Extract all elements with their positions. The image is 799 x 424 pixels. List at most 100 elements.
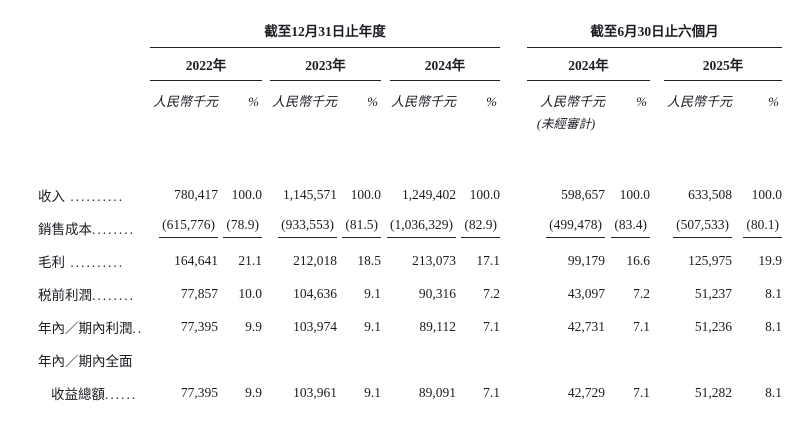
- empty-cell: [650, 110, 732, 132]
- unaudited-note-row: (未經審計): [38, 110, 782, 132]
- amount-value-cell: 633,508: [688, 186, 732, 202]
- amount-value-cell: 164,641: [174, 252, 218, 268]
- percent-value-cell: [605, 343, 650, 376]
- empty-cell: [605, 110, 650, 132]
- group-header-row: 截至12月31日止年度 截至6月30日止六個月: [38, 14, 782, 48]
- amount-value-cell: 1,145,571: [283, 186, 337, 202]
- table-row: 年內／期內利潤.. 77,395 9.9 103,974 9.1 89,112 7.1 42,…: [38, 310, 782, 343]
- amount-value-cell: 77,395: [180, 384, 218, 400]
- year-header-row: 2022年 2023年 2024年 2024年 2025年: [38, 48, 782, 81]
- amount-value-cell: [150, 343, 218, 376]
- table-row: 毛利 .......... 164,641 21.1 212,018 18.5 213,0…: [38, 244, 782, 277]
- year-header: 2024年: [381, 48, 500, 81]
- table-row: 銷售成本........ (615,776) (78.9) (933,553) (81.…: [38, 211, 782, 244]
- amount-value-cell: [527, 343, 605, 376]
- percent-subheader: %: [768, 94, 779, 109]
- financial-summary-table: 截至12月31日止年度 截至6月30日止六個月 2022年 2023年 2024年 202…: [38, 14, 782, 409]
- underlined-value: (82.9): [461, 217, 500, 238]
- amount-value-cell: 125,975: [688, 252, 732, 268]
- group-gap-cell: [500, 110, 527, 132]
- percent-value-cell: (78.9): [218, 211, 262, 244]
- percent-value-cell: (83.4): [605, 211, 650, 244]
- period-group-header: 截至6月30日止六個月: [527, 14, 782, 48]
- percent-value-cell: [337, 343, 381, 376]
- currency-subheader: 人民幣千元: [152, 94, 218, 109]
- group-gap-cell: [500, 14, 527, 48]
- percent-value-cell: 21.1: [238, 252, 262, 268]
- empty-cell: [381, 110, 456, 132]
- percent-value-cell: 7.2: [633, 285, 650, 301]
- row-label-text: 税前利潤: [38, 287, 92, 303]
- corner-cell: [38, 14, 150, 48]
- year-header: 2025年: [650, 48, 782, 81]
- percent-value-cell: 8.1: [765, 318, 782, 334]
- amount-value-cell: 77,395: [180, 318, 218, 334]
- row-label: 收益總額......: [38, 376, 150, 409]
- corner-cell: [38, 110, 150, 132]
- row-label-text: 年內／期內利潤: [38, 320, 133, 336]
- subheader-row: 人民幣千元% 人民幣千元% 人民幣千元% 人民幣千元% 人民幣千元%: [38, 81, 782, 110]
- dot-leader: ......: [105, 386, 138, 402]
- underlined-value: (78.9): [223, 217, 262, 238]
- amount-value-cell: 89,091: [418, 384, 456, 400]
- amount-value-cell: [381, 343, 456, 376]
- underlined-value: (499,478): [546, 217, 605, 238]
- amount-value-cell: 103,961: [293, 384, 337, 400]
- amount-value-cell: (615,776): [150, 211, 218, 244]
- row-label-text: 收益總額: [51, 386, 105, 402]
- period-group-header: 截至12月31日止年度: [150, 14, 500, 48]
- amount-value-cell: 103,974: [293, 318, 337, 334]
- empty-cell: [337, 110, 381, 132]
- group-gap-cell: [500, 211, 527, 244]
- percent-value-cell: 19.9: [758, 252, 782, 268]
- amount-value-cell: 212,018: [293, 252, 337, 268]
- year-header: 2024年: [527, 48, 650, 81]
- table-body: 截至12月31日止年度 截至6月30日止六個月 2022年 2023年 2024年 202…: [38, 14, 782, 409]
- group-gap-cell: [500, 48, 527, 81]
- year-header: 2022年: [150, 48, 262, 81]
- row-label-text: 年內／期內全面: [38, 353, 133, 369]
- percent-value-cell: [732, 343, 782, 376]
- amount-value-cell: 104,636: [293, 285, 337, 301]
- amount-value-cell: 89,112: [419, 318, 456, 334]
- unaudited-note: (未經審計): [536, 117, 596, 131]
- percent-value-cell: 17.1: [476, 252, 500, 268]
- amount-value-cell: 43,097: [567, 285, 605, 301]
- underlined-value: (1,036,329): [387, 217, 456, 238]
- row-label: 年內／期內利潤..: [38, 310, 150, 343]
- dot-leader: ........: [92, 287, 135, 303]
- percent-value-cell: 7.1: [633, 384, 650, 400]
- group-gap-cell: [500, 376, 527, 409]
- dot-leader: ..........: [65, 188, 125, 204]
- percent-value-cell: (81.5): [337, 211, 381, 244]
- amount-value-cell: 598,657: [561, 186, 605, 202]
- currency-subheader: 人民幣千元: [271, 94, 337, 109]
- percent-value-cell: (82.9): [456, 211, 500, 244]
- percent-value-cell: 100.0: [231, 186, 262, 202]
- amount-value-cell: (1,036,329): [381, 211, 456, 244]
- corner-cell: [38, 48, 150, 81]
- year-label: 2023年: [270, 54, 381, 81]
- row-label: 税前利潤........: [38, 277, 150, 310]
- underlined-value: (80.1): [743, 217, 782, 238]
- currency-subheader: 人民幣千元: [539, 94, 605, 109]
- percent-value-cell: 10.0: [238, 285, 262, 301]
- corner-cell: [38, 81, 150, 110]
- percent-value-cell: 9.1: [364, 285, 381, 301]
- percent-value-cell: 9.1: [364, 384, 381, 400]
- amount-value-cell: 1,249,402: [402, 186, 456, 202]
- percent-value-cell: 8.1: [765, 285, 782, 301]
- row-label: 毛利 ..........: [38, 244, 150, 277]
- percent-value-cell: 100.0: [751, 186, 782, 202]
- amount-value-cell: 780,417: [174, 186, 218, 202]
- dot-leader: ..........: [65, 254, 125, 270]
- group-gap-cell: [500, 310, 527, 343]
- group-gap-cell: [500, 244, 527, 277]
- underlined-value: (81.5): [342, 217, 381, 238]
- percent-subheader: %: [367, 94, 378, 109]
- dot-leader: ..: [132, 320, 144, 336]
- dot-leader: ........: [92, 221, 135, 237]
- currency-subheader: 人民幣千元: [390, 94, 456, 109]
- underlined-value: (507,533): [673, 217, 732, 238]
- percent-value-cell: 7.2: [483, 285, 500, 301]
